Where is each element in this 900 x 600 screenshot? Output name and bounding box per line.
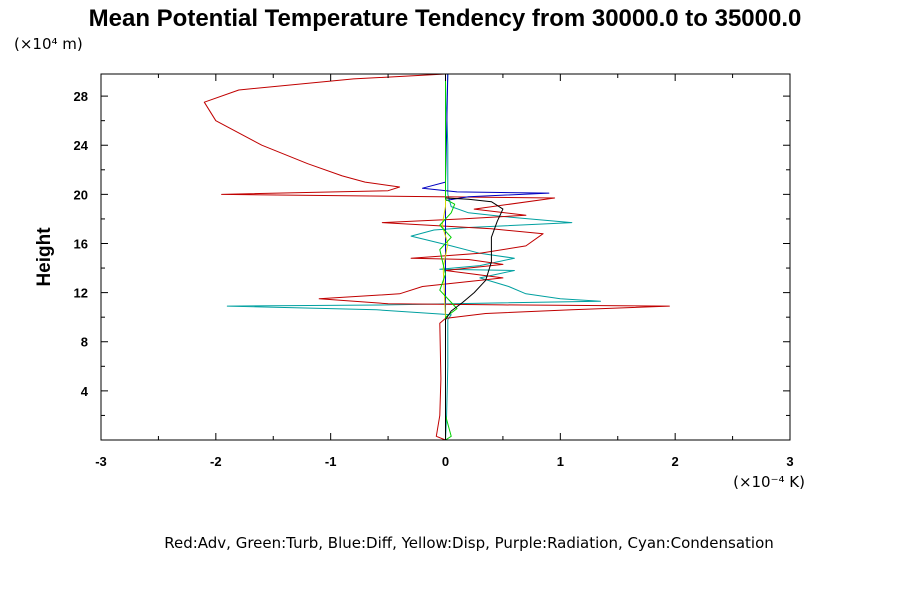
y-tick-label: 4 (81, 384, 89, 399)
y-tick-label: 12 (74, 286, 88, 301)
x-tick-label: -3 (95, 454, 107, 469)
y-axis-title: Height (34, 227, 55, 287)
plot-frame (100, 73, 791, 441)
series-line-0 (226, 73, 601, 441)
plot-lines (203, 73, 670, 441)
series-line-5 (445, 197, 504, 440)
x-tick-label: -2 (210, 454, 222, 469)
x-tick-label: -1 (325, 454, 337, 469)
y-tick-label: 16 (74, 236, 88, 251)
y-tick-label: 24 (74, 138, 89, 153)
x-tick-label: 2 (672, 454, 679, 469)
x-tick-label: 1 (557, 454, 564, 469)
ticks (100, 74, 791, 440)
legend: Red:Adv, Green:Turb, Blue:Diff, Yellow:D… (164, 534, 774, 552)
series-line-1 (203, 73, 670, 441)
y-unit-label: (×10⁴ m) (14, 35, 83, 53)
x-tick-label: 3 (786, 454, 793, 469)
series-line-4 (439, 74, 458, 441)
x-tick-label: 0 (442, 454, 449, 469)
y-tick-label: 8 (81, 335, 88, 350)
chart-title: Mean Potential Temperature Tendency from… (89, 5, 802, 32)
x-unit-label: (×10⁻⁴ K) (733, 473, 805, 491)
y-tick-label: 20 (74, 187, 88, 202)
y-tick-label: 28 (74, 89, 88, 104)
